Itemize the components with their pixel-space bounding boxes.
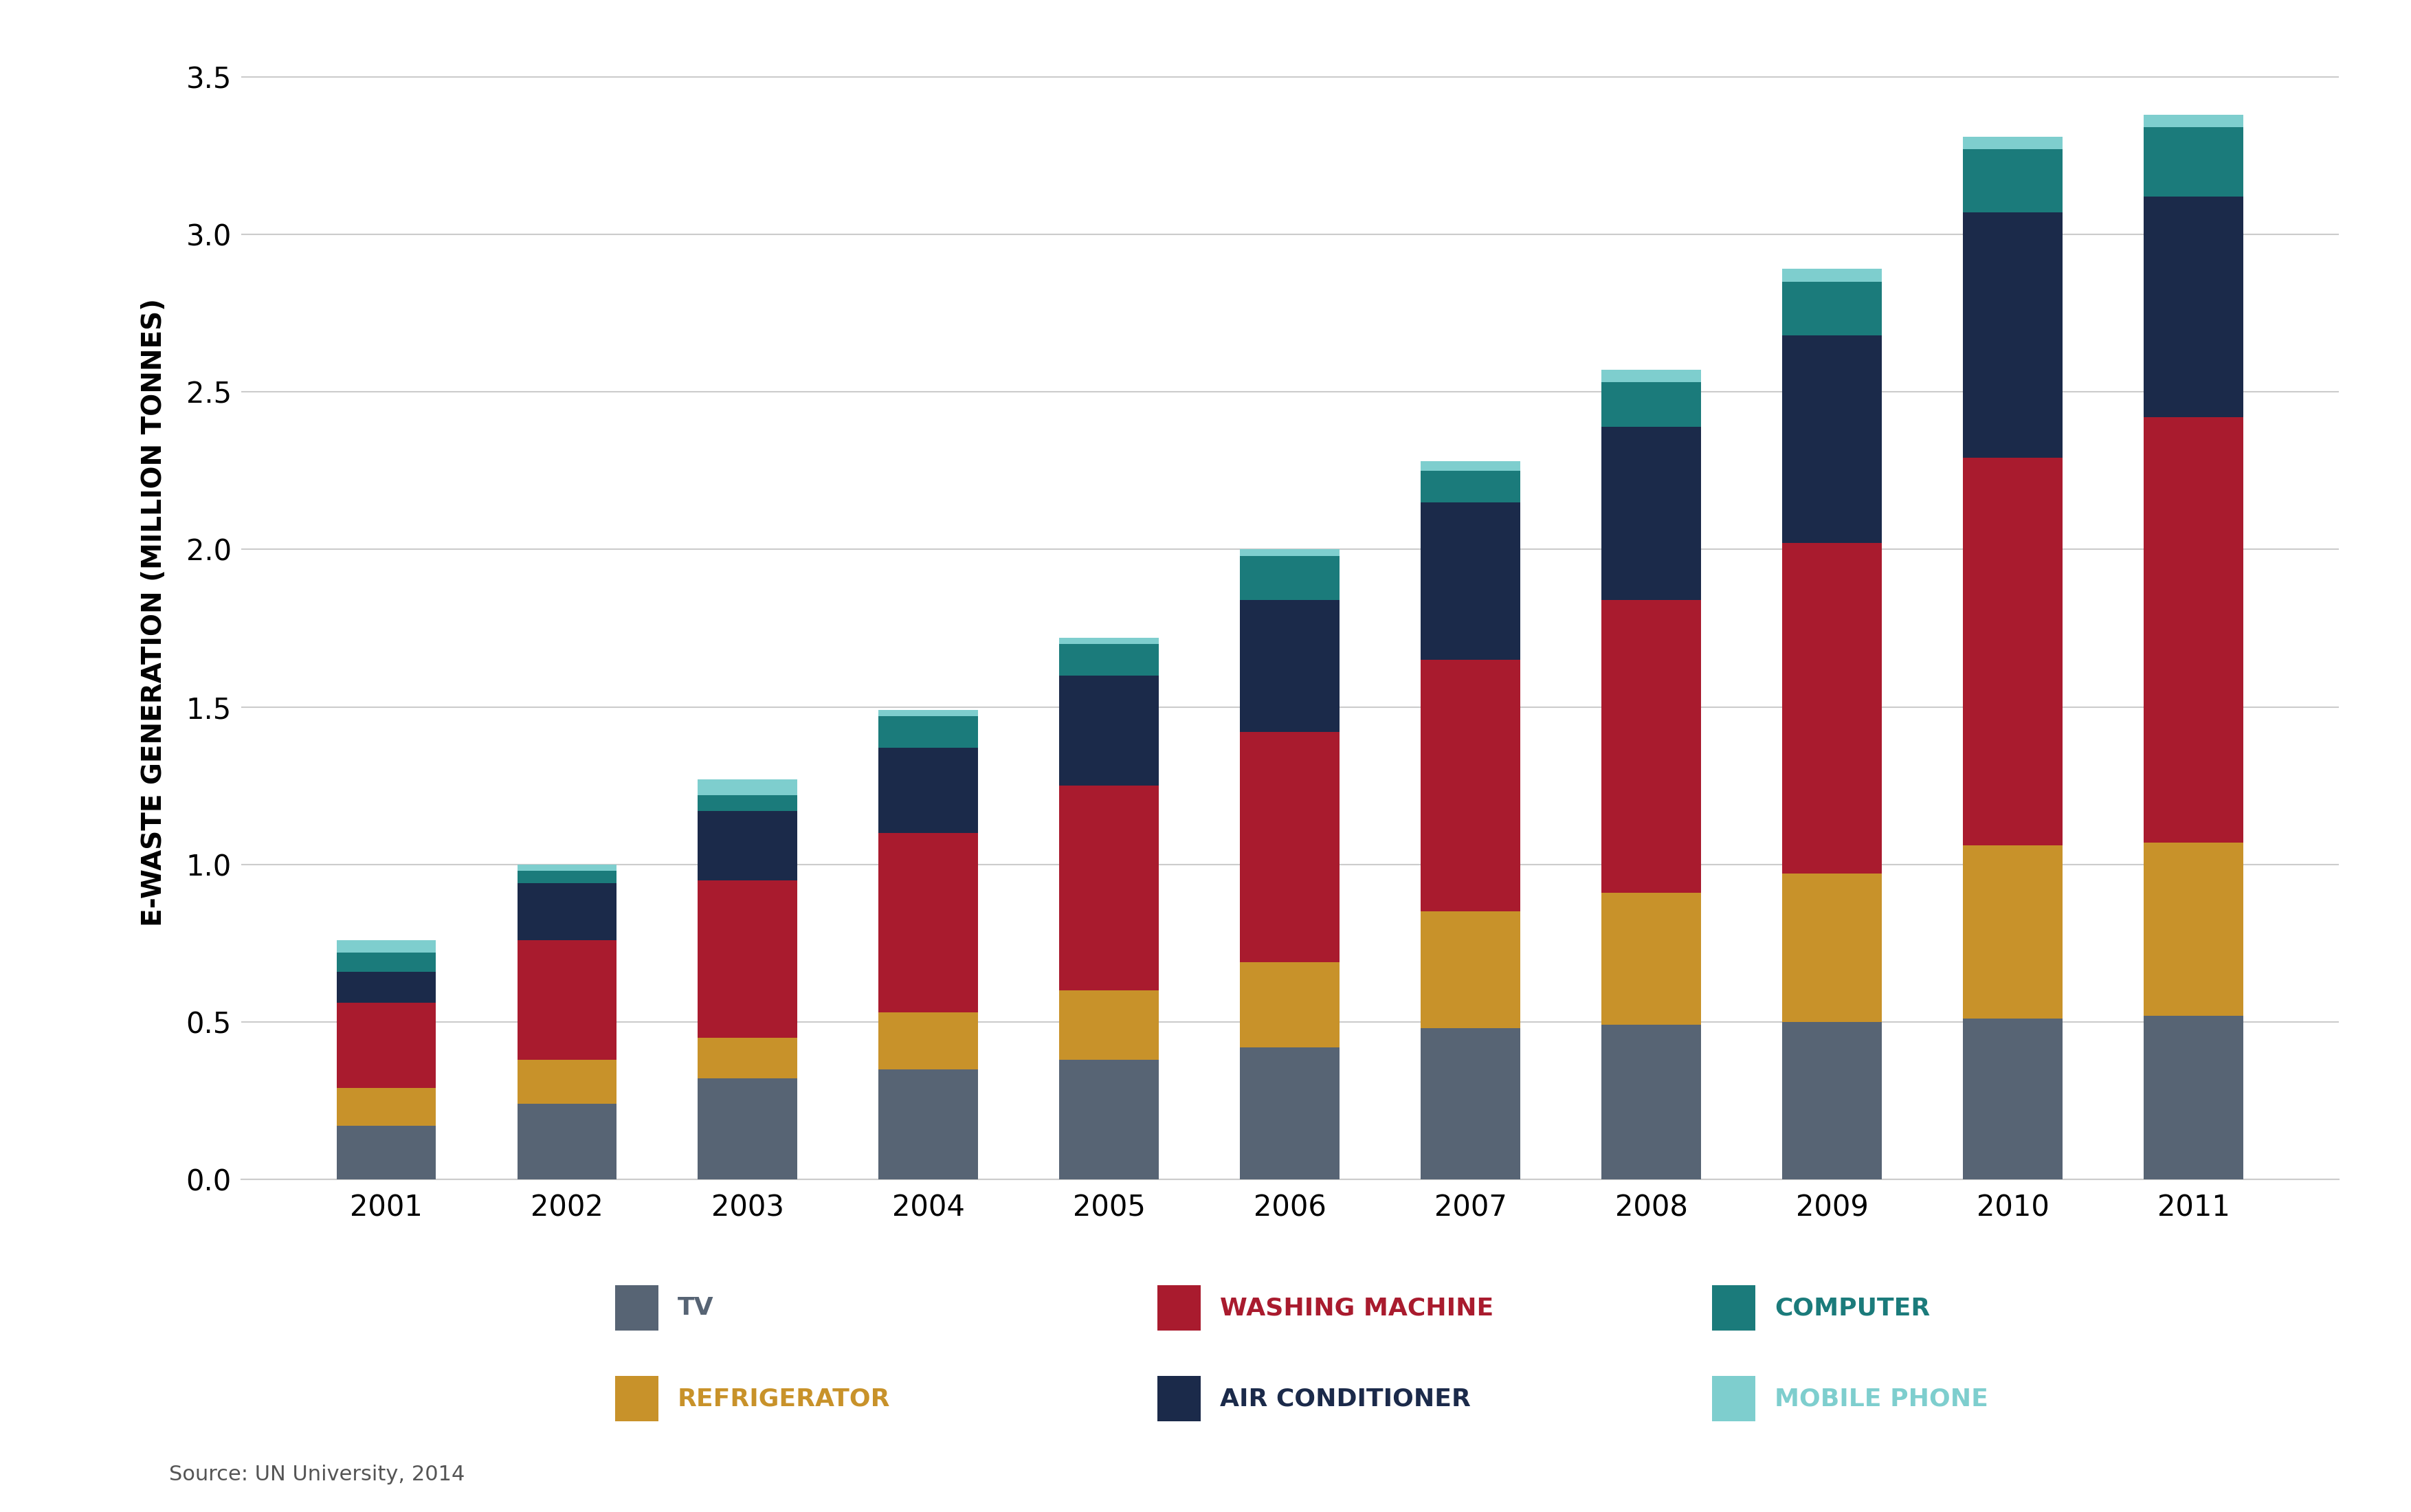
Bar (1058, 676, 1160, 786)
Bar (1601, 383, 1702, 426)
Bar (2143, 197, 2242, 417)
Bar (697, 795, 798, 810)
Bar (1601, 370, 1702, 383)
Bar (1963, 845, 2061, 1019)
Bar (878, 748, 979, 833)
Bar (1239, 556, 1341, 600)
Bar (2143, 127, 2242, 197)
Bar (2143, 1016, 2242, 1179)
Bar (697, 1037, 798, 1078)
Text: AIR CONDITIONER: AIR CONDITIONER (1220, 1387, 1471, 1411)
Bar (1239, 549, 1341, 556)
Bar (1963, 150, 2061, 212)
Bar (338, 1126, 436, 1179)
Text: TV: TV (677, 1296, 714, 1320)
Bar (518, 1060, 617, 1104)
Bar (2143, 842, 2242, 1016)
Text: COMPUTER: COMPUTER (1774, 1296, 1929, 1320)
Bar (1239, 600, 1341, 732)
Bar (1239, 1046, 1341, 1179)
Bar (697, 810, 798, 880)
Bar (2143, 417, 2242, 842)
Bar (1420, 1028, 1521, 1179)
Bar (697, 779, 798, 795)
Bar (338, 1002, 436, 1089)
Bar (1601, 892, 1702, 1025)
Bar (338, 953, 436, 972)
Bar (1782, 874, 1883, 1022)
Bar (1963, 212, 2061, 458)
Bar (338, 1089, 436, 1126)
Bar (1963, 1019, 2061, 1179)
Text: Source: UN University, 2014: Source: UN University, 2014 (169, 1465, 465, 1485)
Bar (1601, 1025, 1702, 1179)
Bar (1782, 543, 1883, 874)
Bar (1420, 470, 1521, 502)
Bar (1058, 638, 1160, 644)
Text: REFRIGERATOR: REFRIGERATOR (677, 1387, 890, 1411)
Bar (1058, 786, 1160, 990)
Bar (1058, 990, 1160, 1060)
Bar (518, 871, 617, 883)
Bar (1963, 136, 2061, 150)
Bar (1963, 458, 2061, 845)
Bar (2143, 115, 2242, 127)
Bar (1601, 600, 1702, 892)
Bar (878, 1069, 979, 1179)
Bar (1782, 281, 1883, 336)
Bar (338, 972, 436, 1002)
Bar (518, 883, 617, 940)
Bar (878, 711, 979, 717)
Bar (1782, 336, 1883, 543)
Bar (1782, 269, 1883, 281)
Bar (1782, 1022, 1883, 1179)
Bar (1420, 912, 1521, 1028)
Bar (878, 833, 979, 1013)
Bar (697, 1078, 798, 1179)
Bar (518, 865, 617, 871)
Bar (1239, 732, 1341, 962)
Bar (518, 1104, 617, 1179)
Bar (878, 717, 979, 748)
Bar (1420, 659, 1521, 912)
Bar (1420, 461, 1521, 470)
Bar (1420, 502, 1521, 659)
Bar (878, 1013, 979, 1069)
Bar (518, 940, 617, 1060)
Bar (338, 940, 436, 953)
Bar (1058, 644, 1160, 676)
Bar (1601, 426, 1702, 600)
Text: MOBILE PHONE: MOBILE PHONE (1774, 1387, 1989, 1411)
Text: WASHING MACHINE: WASHING MACHINE (1220, 1296, 1495, 1320)
Bar (1058, 1060, 1160, 1179)
Y-axis label: E-WASTE GENERATION (MILLION TONNES): E-WASTE GENERATION (MILLION TONNES) (140, 298, 166, 927)
Bar (697, 880, 798, 1037)
Bar (1239, 962, 1341, 1046)
